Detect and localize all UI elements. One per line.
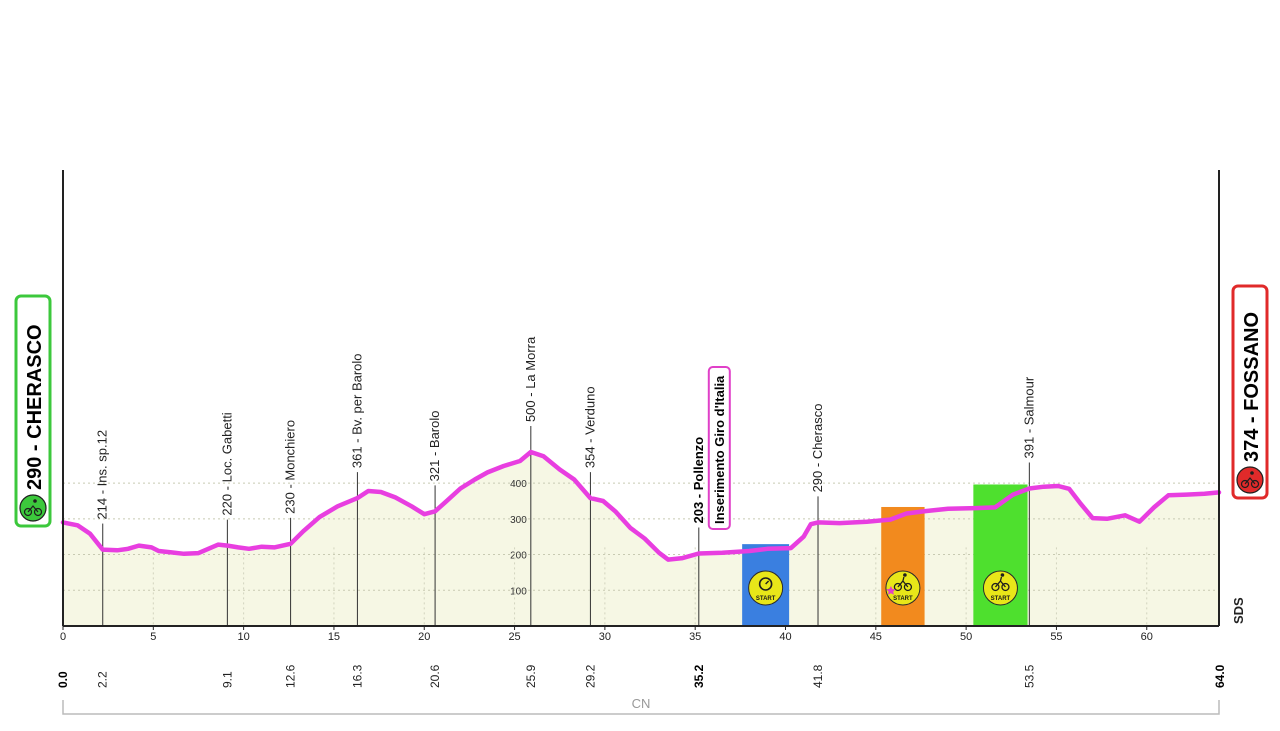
start-town-box <box>14 294 52 528</box>
km-tick-label: 35 <box>689 631 701 643</box>
bike-frame <box>27 505 39 513</box>
wheel-front <box>1001 582 1010 592</box>
rider-head <box>1250 471 1254 475</box>
cyclist-icon <box>982 570 1018 606</box>
start-town-label: 290 - CHERASCO <box>24 324 46 490</box>
segment-cyclist-star <box>881 506 925 626</box>
elevation-profile-line <box>60 449 1222 562</box>
waypoint-km-marker: 16.3 <box>350 664 364 688</box>
waypoint-label: 361 - Bv. per Barolo <box>349 353 364 468</box>
waypoint-label: 321 - Barolo <box>427 411 442 482</box>
rider-head <box>1000 573 1005 577</box>
stopwatch-hand <box>765 580 770 585</box>
segment-start-label: START <box>991 596 1011 602</box>
waypoint-label: 220 - Loc. Gabetti <box>219 412 234 515</box>
distance-total-marker: 64.0 <box>1213 664 1227 688</box>
altitude-tick-label: 200 <box>510 551 527 562</box>
waypoint-km-marker: 12.6 <box>284 664 298 688</box>
province-bracket <box>62 700 1220 715</box>
waypoint-label: 203 - Pollenzo <box>691 437 706 524</box>
waypoint-km-marker: 53.5 <box>1022 664 1036 688</box>
km-tick-label: 0 <box>60 631 66 643</box>
province-label: CN <box>632 696 651 711</box>
km-tick-label: 15 <box>328 631 340 643</box>
km-tick-label: 25 <box>508 631 520 643</box>
waypoint-label: 230 - Monchiero <box>283 420 298 514</box>
km-tick-label: 60 <box>1141 631 1153 643</box>
waypoint-km-marker: 25.9 <box>524 664 538 688</box>
waypoint-km-marker: 29.2 <box>583 664 597 688</box>
waypoint-km-marker: 20.6 <box>428 664 442 688</box>
wheel-front <box>1250 479 1260 489</box>
segment-start-label: START <box>756 596 776 602</box>
wheel-front <box>903 582 913 592</box>
altitude-tick-label: 100 <box>510 586 527 597</box>
cyclist-star-icon <box>885 570 921 606</box>
bike-frame <box>1244 477 1256 485</box>
segment-start-label: START <box>893 596 913 602</box>
km-tick-label: 40 <box>779 631 791 643</box>
km-tick-label: 20 <box>418 631 430 643</box>
profile-area-fill <box>63 452 1219 626</box>
waypoint-label: 290 - Cherasco <box>810 404 825 493</box>
wheel-rear <box>893 582 903 592</box>
bike-frame <box>897 576 909 588</box>
km-tick-label: 50 <box>960 631 972 643</box>
distance-start-marker: 0.0 <box>56 671 70 688</box>
waypoint-km-marker: 41.8 <box>811 664 825 688</box>
stopwatch-dial <box>758 577 773 591</box>
waypoint-km-marker: 2.2 <box>96 671 110 688</box>
rider-head <box>33 499 37 503</box>
stopwatch-icon <box>748 570 784 606</box>
wheel-rear <box>991 582 1000 592</box>
waypoint-label: 214 - Ins. sp.12 <box>95 430 110 520</box>
finish-town-box <box>1231 284 1269 500</box>
km-tick-label: 55 <box>1050 631 1062 643</box>
altitude-tick-label: 400 <box>510 479 527 490</box>
wheel-rear <box>1240 479 1250 489</box>
finish-town-label: 374 - FOSSANO <box>1241 312 1263 462</box>
km-tick-label: 5 <box>150 631 156 643</box>
start-town-cyclist-icon <box>19 494 47 522</box>
side-code-label: SDS <box>1231 597 1246 624</box>
giro-insertion-label: Inserimento Giro d'Italia <box>712 375 727 524</box>
waypoint-label: 500 - La Morra <box>523 336 538 422</box>
waypoint-km-marker: 9.1 <box>220 671 234 688</box>
giro-insertion-box <box>707 366 731 530</box>
bike-frame <box>994 576 1006 588</box>
km-tick-label: 10 <box>238 631 250 643</box>
finish-town-cyclist-icon <box>1236 466 1264 494</box>
wheel-rear <box>23 507 33 517</box>
pink-star-icon <box>886 586 896 595</box>
km-tick-label: 30 <box>599 631 611 643</box>
wheel-front <box>33 507 43 517</box>
km-tick-label: 45 <box>870 631 882 643</box>
waypoint-label: 354 - Verduno <box>582 386 597 468</box>
altitude-tick-label: 300 <box>510 515 527 526</box>
waypoint-label: 391 - Salmour <box>1021 376 1036 458</box>
waypoint-km-marker: 35.2 <box>692 664 706 688</box>
rider-head <box>903 573 907 577</box>
